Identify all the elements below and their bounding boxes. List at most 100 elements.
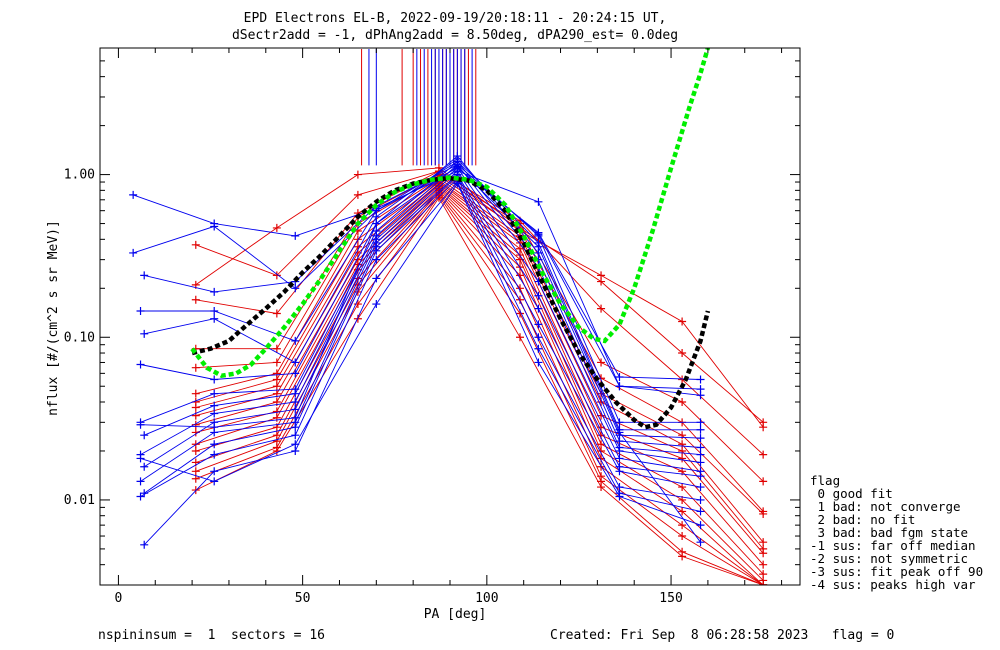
blue-point-4-3 [372, 212, 381, 221]
red-point-3-6 [678, 397, 687, 406]
x-axis-label: PA [deg] [424, 607, 487, 622]
red-series-9 [195, 184, 764, 565]
footer-created: Created: Fri Sep 8 06:28:58 2023 flag = … [550, 628, 895, 643]
y-tick-label-1: 0.10 [64, 330, 95, 345]
blue-point-9-2 [291, 405, 300, 414]
blue-point-4-7 [696, 425, 705, 434]
red-point-11-1 [272, 413, 281, 422]
red-point-8-0 [191, 411, 200, 420]
blue-point-3-5 [534, 231, 543, 240]
red-series-14 [195, 193, 764, 585]
legend-entry-5: -2 sus: not symmetric [810, 551, 969, 566]
blue-series-11 [143, 175, 701, 494]
blue-point-8-7 [696, 458, 705, 467]
red-point-0-0 [191, 240, 200, 249]
red-point-12-6 [678, 507, 687, 516]
blue-point-3-1 [210, 307, 219, 316]
blue-point-8-1 [210, 409, 219, 418]
blue-point-7-7 [696, 450, 705, 459]
blue-point-2-6 [615, 382, 624, 391]
red-series-0 [195, 170, 764, 428]
legend-title: flag [810, 473, 841, 488]
blue-point-2-7 [696, 385, 705, 394]
blue-point-11-1 [210, 440, 219, 449]
blue-point-1-0 [129, 248, 138, 257]
fit-layer [190, 48, 711, 430]
red-point-7-1 [272, 382, 281, 391]
fit-curve-green [190, 48, 711, 379]
red-point-2-0 [191, 295, 200, 304]
red-point-1-7 [759, 418, 768, 427]
blue-point-5-2 [291, 369, 300, 378]
red-point-16-7 [759, 581, 768, 585]
blue-point-9-5 [534, 291, 543, 300]
red-point-6-1 [272, 375, 281, 384]
blue-series-10 [140, 173, 701, 482]
red-point-3-7 [759, 477, 768, 486]
y-tick-label-0: 1.00 [64, 168, 95, 183]
red-point-0-6 [678, 317, 687, 326]
red-point-9-7 [759, 560, 768, 569]
red-point-7-6 [678, 446, 687, 455]
red-point-4-0 [191, 363, 200, 372]
blue-point-4-1 [210, 314, 219, 323]
blue-point-9-0 [140, 462, 149, 471]
red-point-12-0 [191, 446, 200, 455]
blue-point-10-0 [136, 477, 145, 486]
blue-point-12-5 [534, 333, 543, 342]
blue-point-3-6 [615, 418, 624, 427]
series-layer [129, 49, 768, 585]
blue-point-15-7 [696, 538, 705, 547]
red-point-2-1 [272, 309, 281, 318]
axes-layer: 0 50 100 150 1.00 0.10 0.01 [64, 47, 801, 606]
red-point-7-0 [191, 403, 200, 412]
blue-series-4 [144, 158, 701, 431]
chart-title: EPD Electrons EL-B, 2022-09-19/20:18:11 … [244, 11, 667, 26]
legend-entry-3: 3 bad: bad fgm state [810, 525, 969, 540]
legend-entry-1: 1 bad: not converge [810, 499, 961, 514]
chart-subtitle: dSectr2add = -1, dPhAng2add = 8.50deg, d… [232, 28, 678, 43]
blue-point-10-5 [534, 304, 543, 313]
blue-point-13-2 [291, 446, 300, 455]
blue-series-8 [140, 167, 701, 463]
blue-series-6 [140, 161, 701, 448]
red-point-10-6 [678, 483, 687, 492]
blue-series-12 [140, 177, 701, 501]
red-point-2-7 [759, 450, 768, 459]
red-series-16 [195, 196, 764, 585]
blue-series-15 [140, 166, 701, 543]
red-point-6-2 [353, 235, 362, 244]
blue-point-14-0 [136, 454, 145, 463]
blue-point-7-2 [291, 389, 300, 398]
blue-point-11-3 [372, 246, 381, 255]
blue-point-15-3 [372, 219, 381, 228]
blue-point-14-1 [210, 477, 219, 486]
red-point-8-6 [678, 454, 687, 463]
red-series-15 [195, 195, 764, 585]
red-point-1-5 [597, 277, 606, 286]
x-tick-label-0: 0 [115, 591, 123, 606]
blue-series-9 [143, 170, 701, 472]
red-point-5-0 [191, 389, 200, 398]
blue-point-15-2 [291, 413, 300, 422]
blue-point-0-5 [534, 197, 543, 206]
legend-entry-7: -4 sus: peaks high var [810, 577, 976, 592]
red-point-3-1 [272, 344, 281, 353]
blue-point-1-7 [696, 375, 705, 384]
blue-point-1-6 [615, 372, 624, 381]
blue-point-13-3 [372, 274, 381, 283]
blue-point-12-7 [696, 495, 705, 504]
blue-point-12-3 [372, 255, 381, 264]
blue-point-3-2 [291, 336, 300, 345]
blue-point-12-1 [210, 450, 219, 459]
red-series-1 [195, 167, 764, 423]
blue-point-2-0 [140, 271, 149, 280]
red-series-10 [195, 186, 764, 575]
red-point-1-1 [272, 223, 281, 232]
red-point-0-2 [353, 190, 362, 199]
blue-point-14-6 [615, 492, 624, 501]
red-series-12 [195, 189, 764, 585]
blue-point-7-0 [140, 431, 149, 440]
blue-point-8-2 [291, 397, 300, 406]
